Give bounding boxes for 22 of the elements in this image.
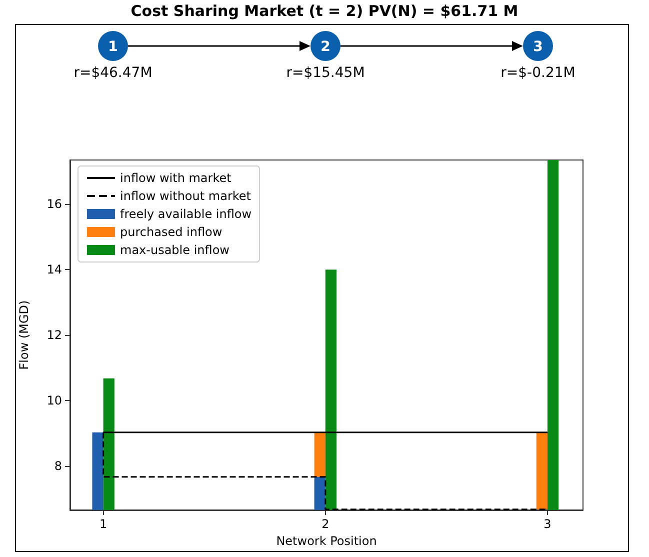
legend-label: inflow without market: [120, 189, 252, 203]
y-tick-label: 12: [46, 328, 62, 342]
numbered-circle: 1: [98, 31, 128, 61]
numbered-circle: 3: [523, 31, 553, 61]
x-tick-label: 1: [99, 517, 108, 531]
y-tick-label: 14: [46, 262, 62, 277]
y-tick-label: 10: [46, 394, 62, 408]
x-axis-title: Network Position: [276, 534, 377, 548]
legend-label: freely available inflow: [120, 207, 252, 221]
chart-title: Cost Sharing Market (t = 2) PV(N) = $61.71 M: [130, 2, 520, 20]
y-tick-label: 16: [46, 197, 62, 212]
text: r=$46.47M: [74, 65, 152, 81]
legend-label: purchased inflow: [120, 225, 222, 239]
numbered-circle: 2: [310, 31, 340, 61]
legend-label: inflow with market: [120, 171, 232, 185]
text: r=$15.45M: [286, 65, 365, 81]
y-axis-title: Flow (MGD): [17, 300, 31, 370]
x-tick-label: 2: [322, 517, 330, 531]
legend-label: max-usable inflow: [120, 243, 230, 257]
y-tick-label: 8: [54, 459, 62, 474]
text: r=$-0.21M: [500, 65, 576, 81]
x-tick-label: 3: [544, 517, 552, 531]
